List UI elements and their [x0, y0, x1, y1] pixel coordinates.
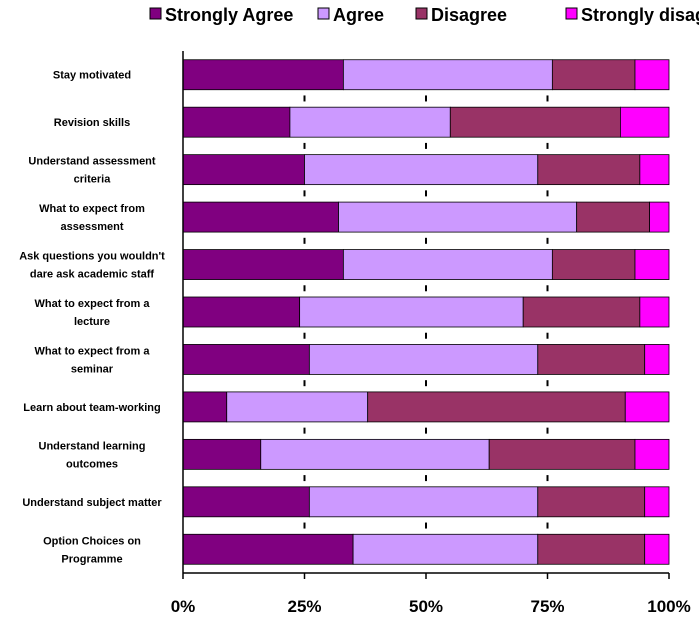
bar-strongly-disagree-ask-questions-you-wouldn-t-dare-ask-academic-staff — [634, 249, 670, 280]
bar-strongly-disagree-what-to-expect-from-assessment — [649, 201, 670, 233]
bar-agree-option-choices-on-programme — [352, 533, 539, 565]
bar-strongly-agree-what-to-expect-from-assessment — [182, 201, 339, 233]
category-label-understand-assessment-criteria: Understand assessment criteria — [28, 156, 155, 186]
bar-strongly-disagree-what-to-expect-from-a-lecture — [639, 296, 670, 328]
bar-strongly-disagree-what-to-expect-from-a-seminar — [644, 344, 670, 375]
category-label-what-to-expect-from-assessment: What to expect from assessment — [39, 203, 145, 233]
bar-strongly-agree-understand-assessment-criteria — [182, 154, 305, 186]
bar-strongly-agree-learn-about-team-working — [182, 391, 228, 423]
bar-disagree-understand-learning-outcomes — [488, 438, 636, 470]
bar-strongly-agree-what-to-expect-from-a-lecture — [182, 296, 301, 328]
x-tick-label: 75% — [530, 597, 564, 616]
category-label-stay-motivated: Stay motivated — [53, 70, 131, 82]
bar-disagree-revision-skills — [449, 106, 621, 138]
bar-agree-what-to-expect-from-assessment — [338, 201, 578, 233]
category-label-revision-skills: Revision skills — [54, 117, 130, 129]
category-label-understand-learning-outcomes: Understand learning outcomes — [39, 440, 146, 470]
bar-agree-understand-subject-matter — [308, 486, 539, 518]
bar-disagree-what-to-expect-from-a-seminar — [537, 344, 646, 375]
legend: Strongly Agree Agree Disagree Strongly disa… — [149, 5, 699, 25]
legend-swatch-agree — [317, 7, 330, 20]
x-tick-label: 0% — [171, 597, 196, 616]
bar-strongly-agree-what-to-expect-from-a-seminar — [182, 344, 310, 375]
bar-agree-learn-about-team-working — [226, 391, 369, 423]
bar-agree-what-to-expect-from-a-lecture — [299, 296, 524, 328]
bar-disagree-understand-subject-matter — [537, 486, 646, 518]
x-tick-label: 25% — [287, 597, 321, 616]
category-label-learn-about-team-working: Learn about team-working — [23, 402, 161, 414]
legend-swatch-strongly-agree — [149, 7, 162, 20]
category-label-option-choices-on-programme: Option Choices on Programme — [43, 535, 141, 565]
bar-disagree-stay-motivated — [551, 59, 636, 91]
bar-agree-understand-assessment-criteria — [304, 154, 539, 186]
bar-disagree-understand-assessment-criteria — [537, 154, 641, 186]
bar-strongly-agree-understand-subject-matter — [182, 486, 310, 518]
category-label-understand-subject-matter: Understand subject matter — [22, 497, 162, 509]
bar-disagree-ask-questions-you-wouldn-t-dare-ask-academic-staff — [551, 249, 636, 280]
legend-swatch-disagree — [415, 7, 428, 20]
bar-agree-ask-questions-you-wouldn-t-dare-ask-academic-staff — [342, 249, 553, 280]
bar-strongly-agree-understand-learning-outcomes — [182, 438, 262, 470]
legend-label-agree: Agree — [333, 5, 384, 25]
bar-strongly-disagree-stay-motivated — [634, 59, 670, 91]
x-axis: 0% 25% 50% 75% 100% — [171, 573, 691, 616]
bar-agree-understand-learning-outcomes — [260, 438, 490, 470]
bar-strongly-disagree-understand-subject-matter — [644, 486, 670, 518]
x-tick-label: 100% — [647, 597, 690, 616]
plot-area — [182, 51, 670, 574]
legend-label-disagree: Disagree — [431, 5, 507, 25]
category-labels: Stay motivated Revision skills Understand … — [19, 70, 165, 566]
category-label-ask-questions-you-wouldn-t-dare-ask-academic-staff: Ask questions you wouldn't dare ask acade… — [19, 251, 165, 281]
bar-strongly-agree-option-choices-on-programme — [182, 533, 354, 565]
bar-disagree-what-to-expect-from-a-lecture — [522, 296, 641, 328]
x-tick-label: 50% — [409, 597, 443, 616]
bar-strongly-disagree-understand-learning-outcomes — [634, 438, 670, 470]
bar-disagree-learn-about-team-working — [367, 391, 626, 423]
legend-label-strongly-disagree: Strongly disagree — [581, 5, 699, 25]
bar-disagree-what-to-expect-from-assessment — [576, 201, 650, 233]
bar-agree-stay-motivated — [342, 59, 553, 91]
bar-agree-revision-skills — [289, 106, 451, 138]
bar-agree-what-to-expect-from-a-seminar — [308, 344, 539, 375]
bar-disagree-option-choices-on-programme — [537, 533, 646, 565]
legend-swatch-strongly-disagree — [565, 7, 578, 20]
bar-strongly-disagree-revision-skills — [620, 106, 670, 138]
legend-label-strongly-agree: Strongly Agree — [165, 5, 293, 25]
bar-strongly-disagree-option-choices-on-programme — [644, 533, 670, 565]
category-label-what-to-expect-from-a-lecture: What to expect from a lecture — [35, 298, 151, 328]
bar-strongly-agree-ask-questions-you-wouldn-t-dare-ask-academic-staff — [182, 249, 344, 280]
bar-strongly-agree-revision-skills — [182, 106, 291, 138]
bar-strongly-disagree-learn-about-team-working — [624, 391, 670, 423]
bar-strongly-disagree-understand-assessment-criteria — [639, 154, 670, 186]
category-label-what-to-expect-from-a-seminar: What to expect from a seminar — [35, 345, 151, 375]
bar-strongly-agree-stay-motivated — [182, 59, 344, 91]
